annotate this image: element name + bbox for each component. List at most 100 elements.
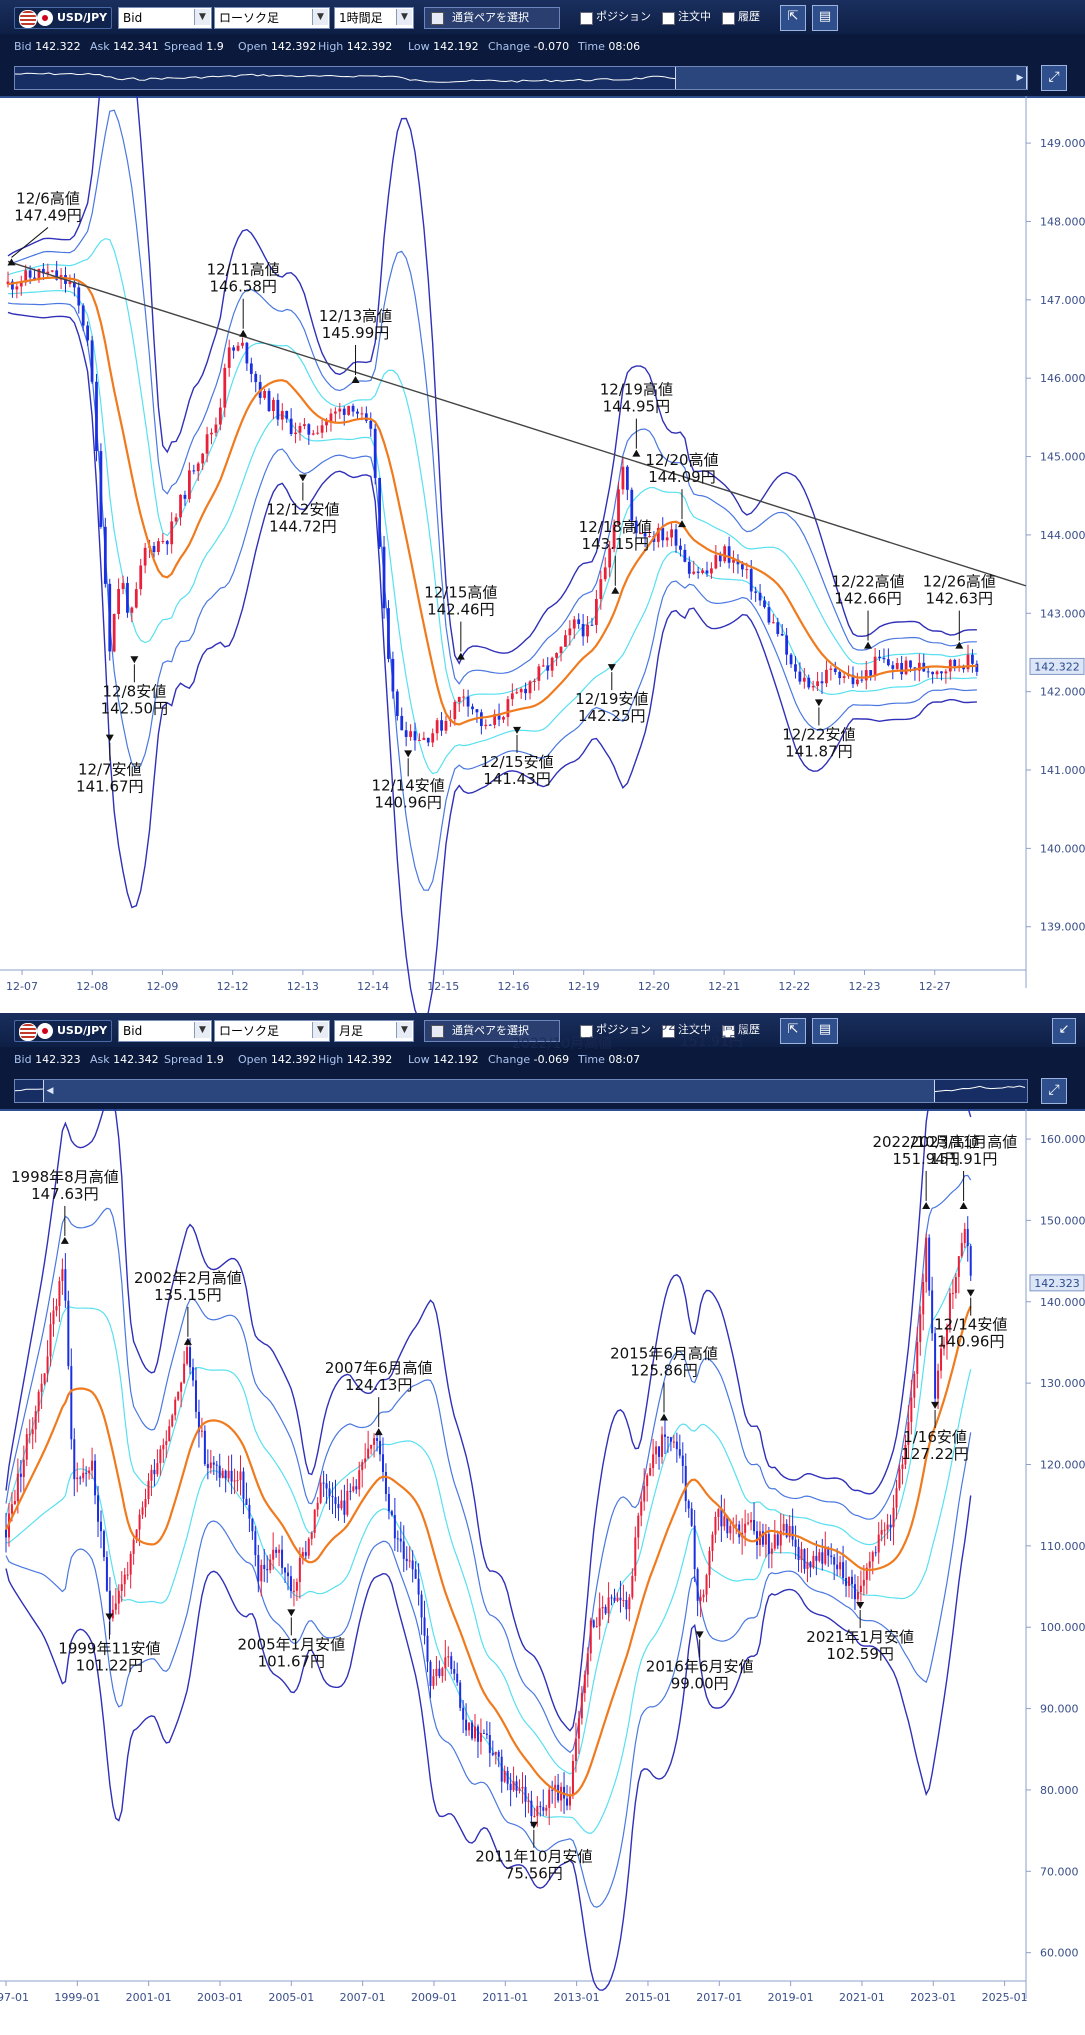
candle-body	[444, 720, 448, 731]
date-tick-label: 12-14	[357, 980, 389, 993]
window-icon[interactable]: ▤	[812, 5, 838, 31]
annotation-arrowhead	[287, 1609, 296, 1617]
annotation-label: 12/14安値	[372, 776, 445, 794]
annotation-label: 2007年6月高値	[325, 1359, 433, 1377]
chart-tool-icon[interactable]: ⇱	[780, 5, 806, 31]
candle-body	[245, 1498, 248, 1505]
chart-tool-icon[interactable]: ⇱	[780, 1018, 806, 1044]
candle-body	[286, 1572, 289, 1577]
candle-body	[67, 1300, 70, 1367]
history-checkbox[interactable]: 履歴	[722, 1020, 772, 1040]
candle-body	[284, 1567, 287, 1573]
candle-body	[502, 717, 505, 720]
candle-body	[254, 373, 258, 383]
chart-type-value: ローソク足	[219, 1024, 280, 1038]
candle-body	[853, 1584, 856, 1600]
candle-body	[634, 1537, 637, 1576]
overview-track[interactable]: ◀	[14, 1079, 1028, 1103]
candle-body	[174, 1399, 177, 1416]
collapse-icon[interactable]: ↙	[1052, 1018, 1076, 1044]
chevron-left-icon[interactable]: ◀	[46, 1086, 54, 1096]
date-tick-label: 2021-01	[839, 1991, 885, 2004]
candle-body	[112, 613, 116, 652]
candle-body	[132, 1539, 135, 1554]
open-value: 142.392	[270, 40, 317, 53]
candle-body	[740, 564, 744, 570]
candle-body	[417, 1578, 420, 1595]
overview-window[interactable]	[43, 1080, 935, 1102]
price-type-select[interactable]: Bid ▼	[118, 7, 212, 29]
candle-body	[770, 1548, 773, 1554]
candle-body	[581, 624, 585, 637]
overview-slider[interactable]: ▶ ⤢	[0, 60, 1085, 98]
candle-body	[130, 607, 134, 613]
chart-type-select[interactable]: ローソク足 ▼	[214, 7, 330, 29]
candle-body	[649, 1468, 652, 1476]
candle-body	[948, 1293, 951, 1330]
candle-body	[453, 1669, 456, 1674]
candle-body	[613, 1597, 616, 1601]
expand-icon[interactable]: ⤢	[1041, 1078, 1067, 1104]
position-checkbox[interactable]: ポジション	[580, 7, 660, 27]
candle-body	[159, 1449, 162, 1464]
date-tick-label: 12-16	[498, 980, 530, 993]
annotation-arrow	[11, 227, 49, 258]
checkbox-icon	[662, 1025, 675, 1038]
date-tick-label: 2015-01	[625, 1991, 671, 2004]
price-type-select[interactable]: Bid ▼	[118, 1020, 212, 1042]
currency-pair-badge[interactable]: USD/JPY	[14, 7, 112, 29]
position-checkbox[interactable]: ポジション	[580, 1020, 660, 1040]
select-pair-button[interactable]: 通貨ペアを選択	[424, 1020, 560, 1042]
annotation-label: 12/7安値	[78, 761, 142, 779]
annotation-label: 12/20高値	[645, 451, 718, 469]
candle-body	[221, 1470, 224, 1478]
price-tick-label: 140.000	[1040, 1296, 1085, 1309]
candle-body	[966, 654, 970, 670]
chevron-down-icon: ▼	[194, 1022, 210, 1038]
orders-checkbox[interactable]: 注文中	[662, 1020, 722, 1040]
candle-body	[705, 570, 709, 574]
select-pair-button[interactable]: 通貨ペアを選択	[424, 7, 560, 29]
candle-body	[161, 541, 165, 543]
annotation-price: 151.94円	[892, 1150, 960, 1168]
currency-pair-badge[interactable]: USD/JPY	[14, 1020, 112, 1042]
annotation-arrowhead	[607, 664, 616, 672]
overview-slider[interactable]: ◀ ⤢	[0, 1073, 1085, 1111]
candle-body	[586, 1653, 589, 1675]
candle-body	[628, 1597, 631, 1610]
candle-body	[815, 1555, 818, 1561]
change-label: Change	[488, 1053, 531, 1066]
candle-body	[506, 699, 510, 718]
annotation-arrowhead	[105, 1613, 114, 1621]
price-type-value: Bid	[123, 1024, 143, 1038]
candle-body	[674, 529, 678, 546]
orders-checkbox[interactable]: 注文中	[662, 7, 722, 27]
candle-body	[364, 413, 368, 421]
overview-track[interactable]: ▶	[14, 66, 1028, 90]
candle-body	[931, 671, 935, 675]
annotation-arrowhead	[955, 641, 964, 649]
history-checkbox[interactable]: 履歴	[722, 7, 772, 27]
band-upper-1	[7, 237, 977, 705]
candle-body	[550, 657, 554, 671]
chart-type-select[interactable]: ローソク足 ▼	[214, 1020, 330, 1042]
chevron-right-icon[interactable]: ▶	[1016, 73, 1024, 83]
candle-body	[453, 702, 457, 720]
candle-body	[227, 347, 231, 368]
candle-body	[564, 635, 567, 647]
candle-body	[935, 671, 939, 675]
window-icon[interactable]: ▤	[812, 1018, 838, 1044]
candle-body	[37, 268, 41, 280]
overview-window[interactable]	[675, 67, 1027, 89]
candle-body	[316, 432, 320, 434]
candle-body	[205, 434, 209, 454]
timeframe-select[interactable]: 1時間足 ▼	[334, 7, 414, 29]
expand-icon[interactable]: ⤢	[1041, 65, 1067, 91]
candle-body	[479, 1733, 482, 1742]
candle-body	[206, 1464, 209, 1469]
candle-body	[379, 1440, 382, 1455]
candle-body	[780, 633, 784, 636]
candle-body	[598, 1608, 601, 1627]
timeframe-select[interactable]: 月足 ▼	[334, 1020, 414, 1042]
candle-body	[794, 1539, 797, 1547]
